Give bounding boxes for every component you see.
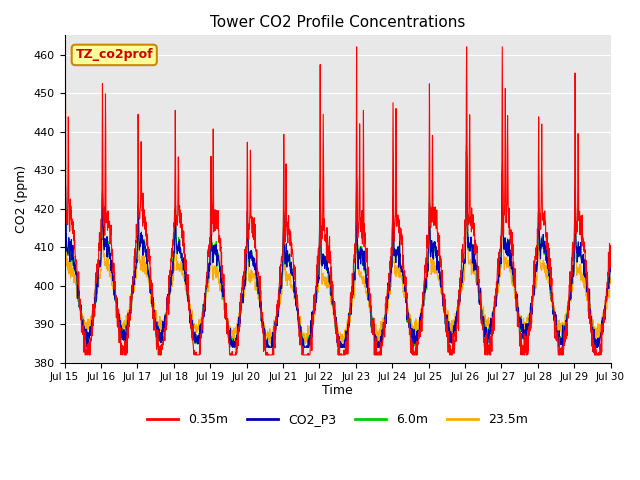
23.5m: [559, 330, 566, 336]
Title: Tower CO2 Profile Concentrations: Tower CO2 Profile Concentrations: [210, 15, 465, 30]
Line: 6.0m: 6.0m: [65, 146, 611, 347]
0.35m: [559, 345, 566, 351]
6.0m: [607, 269, 614, 275]
23.5m: [61, 247, 68, 252]
23.5m: [463, 192, 470, 198]
0.35m: [354, 221, 362, 227]
23.5m: [266, 340, 274, 346]
0.35m: [607, 244, 614, 250]
23.5m: [353, 241, 361, 247]
23.5m: [213, 270, 221, 276]
0.35m: [365, 286, 373, 291]
6.0m: [463, 143, 470, 149]
CO2_P3: [365, 298, 373, 304]
23.5m: [607, 275, 614, 280]
6.0m: [574, 244, 582, 250]
0.35m: [61, 221, 68, 227]
6.0m: [213, 264, 221, 269]
6.0m: [229, 344, 237, 350]
6.0m: [365, 295, 373, 300]
0.35m: [213, 219, 221, 225]
23.5m: [365, 298, 373, 303]
6.0m: [353, 240, 361, 246]
Line: 0.35m: 0.35m: [65, 47, 611, 355]
CO2_P3: [353, 242, 361, 248]
0.35m: [497, 242, 504, 248]
Line: 23.5m: 23.5m: [65, 195, 611, 343]
0.35m: [61, 44, 69, 50]
6.0m: [497, 260, 504, 266]
6.0m: [61, 227, 68, 232]
CO2_P3: [497, 261, 504, 266]
CO2_P3: [574, 248, 582, 253]
CO2_P3: [61, 231, 68, 237]
23.5m: [574, 269, 582, 275]
Legend: 0.35m, CO2_P3, 6.0m, 23.5m: 0.35m, CO2_P3, 6.0m, 23.5m: [142, 408, 533, 431]
X-axis label: Time: Time: [322, 384, 353, 396]
6.0m: [559, 324, 566, 330]
Text: TZ_co2prof: TZ_co2prof: [76, 48, 153, 61]
0.35m: [81, 352, 89, 358]
CO2_P3: [83, 344, 91, 350]
CO2_P3: [607, 268, 614, 274]
0.35m: [574, 159, 582, 165]
CO2_P3: [559, 323, 566, 328]
Y-axis label: CO2 (ppm): CO2 (ppm): [15, 165, 28, 233]
CO2_P3: [213, 252, 221, 258]
Line: CO2_P3: CO2_P3: [65, 152, 611, 347]
23.5m: [497, 268, 504, 274]
CO2_P3: [463, 149, 470, 155]
